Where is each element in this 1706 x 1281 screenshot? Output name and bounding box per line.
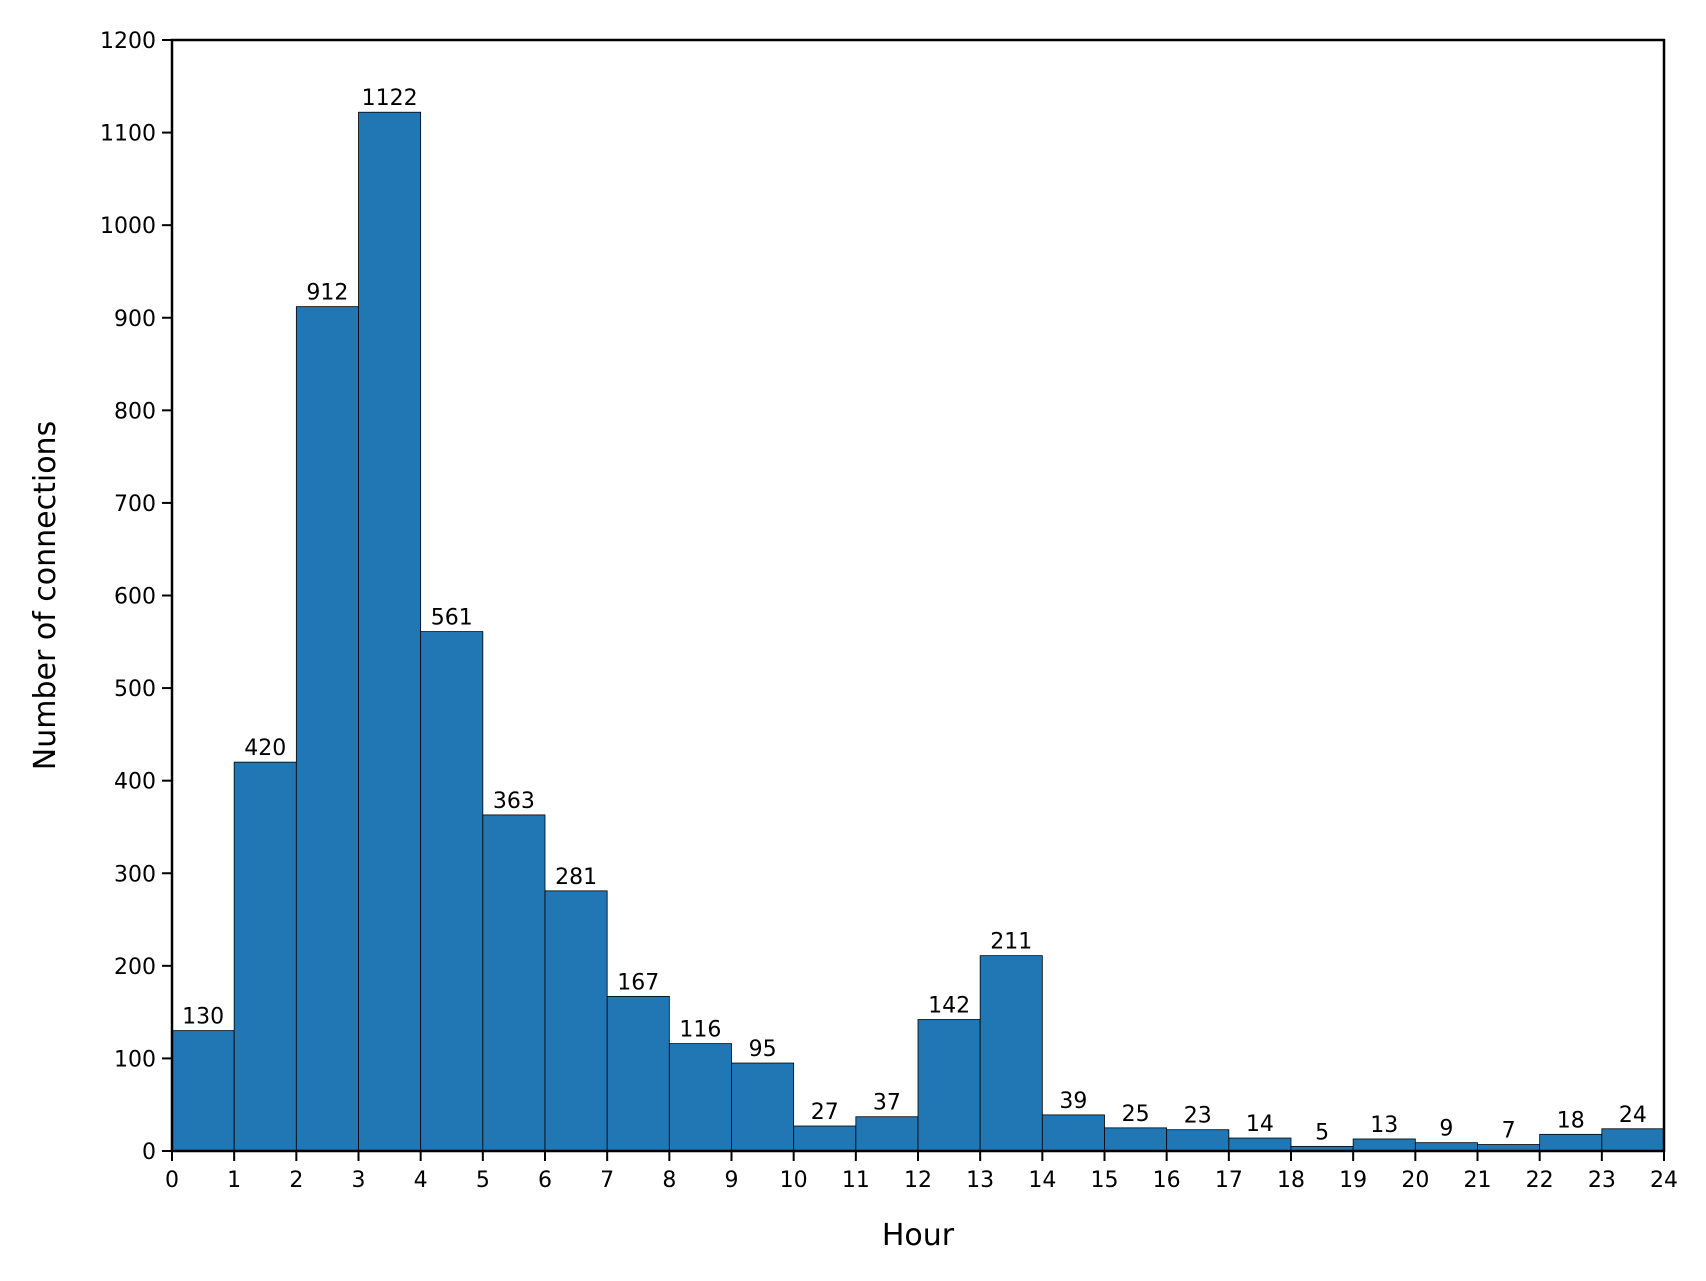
x-tick-label: 0 — [165, 1168, 179, 1193]
bar-hour-12 — [917, 1019, 981, 1152]
x-tick-label: 24 — [1650, 1168, 1678, 1193]
bar-value-label: 25 — [1122, 1102, 1150, 1127]
bar-value-label: 95 — [749, 1037, 777, 1062]
x-tick-label: 21 — [1464, 1168, 1492, 1193]
bar-hour-9 — [731, 1062, 795, 1152]
y-tick-label: 800 — [114, 399, 156, 424]
bar-hour-10 — [793, 1125, 857, 1152]
x-tick-label: 6 — [538, 1168, 552, 1193]
x-tick-label: 22 — [1526, 1168, 1554, 1193]
bar-value-label: 39 — [1059, 1089, 1087, 1114]
bar-hour-14 — [1041, 1114, 1105, 1152]
bar-hour-22 — [1539, 1133, 1603, 1152]
bar-hour-8 — [668, 1043, 732, 1152]
y-axis: 0 100 200 300 400 500 600 700 800 900 1000 1100 1200 — [100, 29, 172, 1165]
y-tick-label: 100 — [114, 1047, 156, 1072]
y-tick-label: 900 — [114, 307, 156, 332]
bar-value-label: 211 — [990, 930, 1032, 955]
bar-hour-23 — [1601, 1128, 1665, 1152]
x-tick-label: 15 — [1091, 1168, 1119, 1193]
bar-hour-3 — [358, 111, 422, 1152]
x-tick-label: 17 — [1215, 1168, 1243, 1193]
x-tick-label: 12 — [904, 1168, 932, 1193]
y-tick-label: 1100 — [100, 122, 156, 147]
bar-value-label: 24 — [1619, 1103, 1647, 1128]
x-axis: 0 1 2 3 4 5 6 7 8 9 10 11 12 13 14 15 16 17 18 19 20 21 22 23 24 — [165, 1151, 1678, 1193]
bar-hour-15 — [1104, 1127, 1168, 1152]
y-tick-label: 500 — [114, 677, 156, 702]
bar-hour-1 — [233, 761, 297, 1152]
x-axis-label: Hour — [882, 1218, 955, 1253]
y-tick-label: 0 — [142, 1140, 156, 1165]
bar-value-label: 142 — [928, 994, 970, 1019]
x-tick-label: 13 — [966, 1168, 994, 1193]
bar-value-label: 7 — [1502, 1119, 1516, 1144]
x-tick-label: 5 — [476, 1168, 490, 1193]
y-tick-label: 1200 — [100, 29, 156, 54]
bar-value-label: 116 — [679, 1018, 721, 1043]
bar-hour-7 — [606, 995, 670, 1152]
bar-value-label: 9 — [1439, 1117, 1453, 1142]
y-tick-label: 400 — [114, 770, 156, 795]
bar-value-label: 23 — [1184, 1104, 1212, 1129]
x-tick-label: 18 — [1277, 1168, 1305, 1193]
x-tick-label: 1 — [227, 1168, 241, 1193]
bar-hour-16 — [1166, 1129, 1230, 1152]
x-tick-label: 20 — [1401, 1168, 1429, 1193]
bar-value-label: 912 — [306, 281, 348, 306]
bar-hour-13 — [979, 955, 1043, 1152]
bar-hour-11 — [855, 1116, 919, 1152]
plot-frame — [170, 38, 1666, 1153]
bar-hour-4 — [420, 631, 484, 1152]
bar-value-label: 27 — [811, 1100, 839, 1125]
x-tick-label: 2 — [289, 1168, 303, 1193]
bar-value-label: 37 — [873, 1091, 901, 1116]
y-tick-label: 300 — [114, 862, 156, 887]
y-tick-label: 700 — [114, 492, 156, 517]
bar-value-label: 420 — [244, 736, 286, 761]
x-tick-label: 10 — [780, 1168, 808, 1193]
x-tick-label: 7 — [600, 1168, 614, 1193]
x-tick-label: 23 — [1588, 1168, 1616, 1193]
x-tick-label: 3 — [352, 1168, 366, 1193]
x-tick-label: 8 — [662, 1168, 676, 1193]
bar-hour-19 — [1352, 1138, 1416, 1152]
bar-hour-6 — [544, 890, 608, 1152]
bar-hour-2 — [295, 306, 359, 1152]
bar-value-label: 13 — [1370, 1113, 1398, 1138]
bar-value-label: 1122 — [362, 86, 418, 111]
bars-group — [171, 111, 1665, 1152]
y-axis-label: Number of connections — [28, 421, 63, 770]
bar-value-label: 18 — [1557, 1108, 1585, 1133]
bar-value-label: 363 — [493, 789, 535, 814]
bar-value-label: 14 — [1246, 1112, 1274, 1137]
bar-hour-0 — [171, 1030, 235, 1152]
bar-value-label: 281 — [555, 865, 597, 890]
y-tick-label: 200 — [114, 955, 156, 980]
x-tick-label: 4 — [414, 1168, 428, 1193]
y-tick-label: 1000 — [100, 214, 156, 239]
x-tick-label: 11 — [842, 1168, 870, 1193]
bar-hour-17 — [1228, 1137, 1292, 1152]
x-tick-label: 9 — [725, 1168, 739, 1193]
bar-hour-5 — [482, 814, 546, 1152]
bar-value-label: 167 — [617, 970, 659, 995]
bar-value-label: 130 — [182, 1005, 224, 1030]
bar-value-label: 5 — [1315, 1120, 1329, 1145]
x-tick-label: 19 — [1339, 1168, 1367, 1193]
y-tick-label: 600 — [114, 585, 156, 610]
x-tick-label: 16 — [1153, 1168, 1181, 1193]
bar-value-label: 561 — [431, 606, 473, 631]
x-tick-label: 14 — [1028, 1168, 1056, 1193]
